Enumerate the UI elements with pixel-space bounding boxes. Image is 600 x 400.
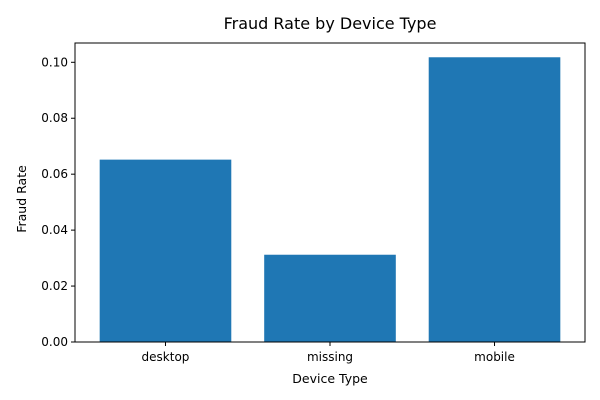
plot-frame xyxy=(74,42,586,343)
y-tick-label: 0.08 xyxy=(41,111,68,125)
bars-group xyxy=(99,57,561,342)
axes-frame xyxy=(74,42,586,343)
y-tick-label: 0.10 xyxy=(41,55,68,69)
y-tick-label: 0.00 xyxy=(41,335,68,349)
x-axis-ticks: desktop missing mobile xyxy=(142,342,515,364)
y-tick-label: 0.06 xyxy=(41,167,68,181)
y-tick-label: 0.04 xyxy=(41,223,68,237)
x-tick-label-desktop: desktop xyxy=(142,350,190,364)
bar-missing xyxy=(264,254,396,342)
chart-title: Fraud Rate by Device Type xyxy=(224,14,437,33)
y-axis-ticks: 0.00 0.02 0.04 0.06 0.08 0.10 xyxy=(41,55,75,349)
y-axis-label: Fraud Rate xyxy=(14,165,29,233)
y-tick-label: 0.02 xyxy=(41,279,68,293)
x-axis-label: Device Type xyxy=(292,371,368,386)
bar-desktop xyxy=(99,159,232,342)
bar-mobile xyxy=(428,57,561,342)
x-tick-label-mobile: mobile xyxy=(474,350,515,364)
x-tick-label-missing: missing xyxy=(307,350,353,364)
